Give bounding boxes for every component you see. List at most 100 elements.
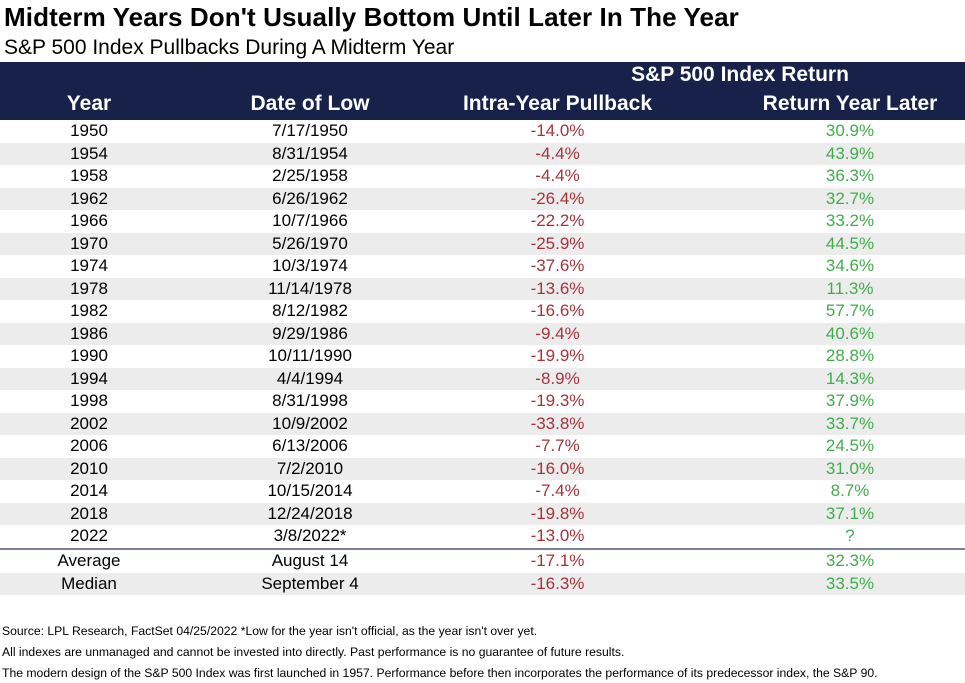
table-row: 2010 7/2/2010 -16.0% 31.0% <box>0 457 965 480</box>
table-row: 1982 8/12/1982 -16.6% 57.7% <box>0 300 965 323</box>
cell-pullback: -13.0% <box>530 526 585 545</box>
cell-year: 1986 <box>70 323 108 343</box>
cell-date-of-low: 10/9/2002 <box>272 413 348 433</box>
cell-pullback: -9.4% <box>535 323 580 343</box>
chart-title: Midterm Years Don't Usually Bottom Until… <box>4 2 739 32</box>
table-summary: Average August 14 -17.1% 32.3% Median Septemb… <box>0 550 965 595</box>
cell-date-of-low: 8/12/1982 <box>272 301 348 320</box>
cell-return-year-later: 33.5% <box>825 573 875 593</box>
cell-year: 1966 <box>70 211 108 230</box>
cell-year: 2002 <box>70 413 108 433</box>
cell-pullback: -22.2% <box>530 211 585 230</box>
table-header: S&P 500 Index Return Year Date of Low In… <box>0 62 965 120</box>
cell-pullback: -16.0% <box>530 458 585 478</box>
cell-pullback: -8.9% <box>535 368 580 388</box>
cell-year: 2010 <box>70 458 108 478</box>
table-row: 2006 6/13/2006 -7.7% 24.5% <box>0 435 965 458</box>
cell-return-year-later: 40.6% <box>825 323 875 343</box>
cell-date-of-low: 2/25/1958 <box>272 166 348 185</box>
cell-year: Average <box>57 551 121 570</box>
cell-return-year-later: 57.7% <box>825 301 875 320</box>
column-header-pullback: Intra-Year Pullback <box>462 92 653 115</box>
cell-return-year-later: 11.3% <box>826 278 874 298</box>
cell-year: 2014 <box>70 481 108 500</box>
cell-year: 1954 <box>70 143 108 163</box>
cell-date-of-low: 12/24/2018 <box>267 503 353 523</box>
cell-year: 2006 <box>70 436 108 455</box>
cell-pullback: -4.4% <box>535 166 580 185</box>
cell-year: 1998 <box>70 391 108 410</box>
cell-year: 2018 <box>70 503 108 523</box>
cell-return-year-later: 34.6% <box>825 256 875 275</box>
cell-date-of-low: 6/13/2006 <box>272 436 348 455</box>
cell-pullback: -7.7% <box>535 436 580 455</box>
cell-return-year-later: 37.1% <box>825 503 875 523</box>
cell-year: 1962 <box>70 188 108 208</box>
cell-pullback: -33.8% <box>530 413 585 433</box>
cell-date-of-low: 11/14/1978 <box>268 278 352 298</box>
table-row: 1998 8/31/1998 -19.3% 37.9% <box>0 390 965 413</box>
cell-pullback: -37.6% <box>530 256 585 275</box>
cell-return-year-later: 36.3% <box>825 166 875 185</box>
cell-date-of-low: 7/17/1950 <box>272 121 348 140</box>
cell-year: 1982 <box>70 301 108 320</box>
table-body: 1950 7/17/1950 -14.0% 30.9% 1954 8/31/1954 -4.… <box>0 120 965 548</box>
cell-pullback: -13.6% <box>530 278 585 298</box>
cell-return-year-later: 44.5% <box>825 233 875 253</box>
cell-date-of-low: 10/11/1990 <box>268 346 352 365</box>
footnote-disclaimer: All indexes are unmanaged and cannot be … <box>2 645 625 659</box>
cell-return-year-later: 30.9% <box>825 121 875 140</box>
summary-divider <box>0 548 965 550</box>
table-row: 1978 11/14/1978 -13.6% 11.3% <box>0 277 965 300</box>
cell-date-of-low: 7/2/2010 <box>276 458 344 478</box>
cell-date-of-low: 8/31/1998 <box>272 391 348 410</box>
summary-row: Median September 4 -16.3% 33.5% <box>0 572 965 595</box>
table-row: 1962 6/26/1962 -26.4% 32.7% <box>0 187 965 210</box>
table-row: 1970 5/26/1970 -25.9% 44.5% <box>0 232 965 255</box>
cell-year: 1978 <box>70 278 108 298</box>
cell-year: 1990 <box>70 346 108 365</box>
cell-return-year-later: 33.7% <box>825 413 875 433</box>
cell-date-of-low: 6/26/1962 <box>272 188 348 208</box>
table-row: 2014 10/15/2014 -7.4% 8.7% <box>0 480 965 503</box>
summary-row: Average August 14 -17.1% 32.3% <box>0 550 965 573</box>
cell-return-year-later: 33.2% <box>825 211 875 230</box>
cell-date-of-low: 10/15/2014 <box>267 481 353 500</box>
table-row: 1986 9/29/1986 -9.4% 40.6% <box>0 322 965 345</box>
table-row: 2018 12/24/2018 -19.8% 37.1% <box>0 502 965 525</box>
column-header-return-year-later: Return Year Later <box>762 92 938 115</box>
column-header-date-of-low: Date of Low <box>250 92 370 115</box>
cell-year: 1970 <box>70 233 108 253</box>
cell-year: 1994 <box>70 368 108 388</box>
cell-date-of-low: August 14 <box>271 551 349 570</box>
cell-return-year-later: 31.0% <box>825 458 875 478</box>
chart-subtitle: S&P 500 Index Pullbacks During A Midterm… <box>4 36 455 59</box>
table-row: 1966 10/7/1966 -22.2% 33.2% <box>0 210 965 233</box>
table-row: 1950 7/17/1950 -14.0% 30.9% <box>0 120 965 143</box>
cell-pullback: -16.6% <box>530 301 585 320</box>
cell-year: 1974 <box>70 256 108 275</box>
cell-date-of-low: 5/26/1970 <box>272 233 348 253</box>
cell-pullback: -4.4% <box>535 143 580 163</box>
table-row: 1994 4/4/1994 -8.9% 14.3% <box>0 367 965 390</box>
cell-pullback: -14.0% <box>530 121 585 140</box>
cell-return-year-later: 28.8% <box>825 346 875 365</box>
cell-pullback: -17.1% <box>530 551 585 570</box>
cell-pullback: -16.3% <box>530 573 585 593</box>
cell-return-year-later: 32.3% <box>825 551 875 570</box>
footnote-index-history: The modern design of the S&P 500 Index w… <box>2 666 878 680</box>
table-row: 1990 10/11/1990 -19.9% 28.8% <box>0 345 965 368</box>
cell-return-year-later: 8.7% <box>830 481 870 500</box>
cell-year: 2022 <box>70 526 108 545</box>
table-row: 1954 8/31/1954 -4.4% 43.9% <box>0 142 965 165</box>
cell-return-year-later: 24.5% <box>825 436 875 455</box>
table-row: 2022 3/8/2022* -13.0%? <box>0 525 965 548</box>
cell-date-of-low: 3/8/2022* <box>273 526 347 545</box>
cell-pullback: -19.8% <box>530 503 585 523</box>
cell-pullback: -25.9% <box>530 233 585 253</box>
cell-return-year-later: 43.9% <box>825 143 875 163</box>
cell-date-of-low: 10/7/1966 <box>272 211 348 230</box>
cell-return-year-later: ? <box>845 526 855 545</box>
cell-pullback: -19.9% <box>530 346 585 365</box>
table-row: 1958 2/25/1958 -4.4% 36.3% <box>0 165 965 188</box>
